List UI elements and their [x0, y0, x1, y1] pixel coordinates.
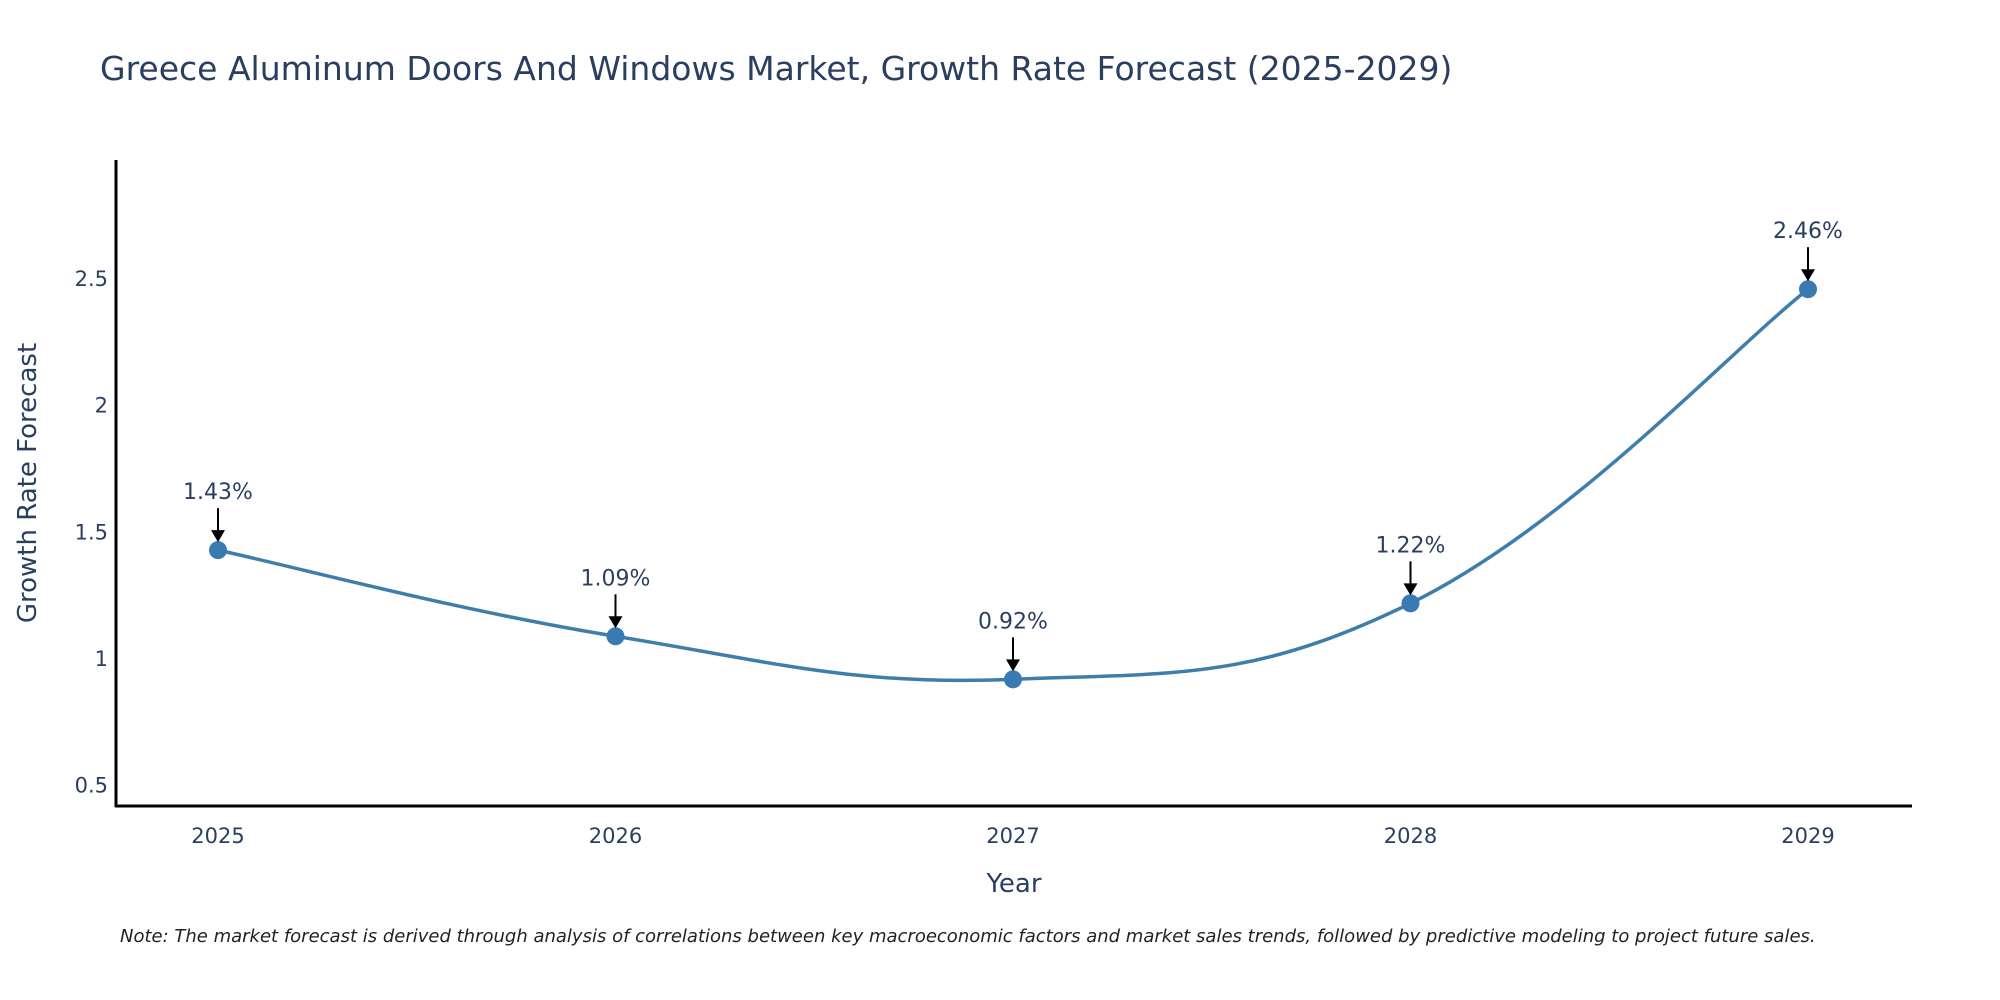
annotation-arrowhead [211, 530, 225, 543]
y-tick-label: 2.5 [75, 267, 108, 291]
data-label: 1.22% [1376, 533, 1446, 558]
data-label: 0.92% [978, 609, 1048, 634]
x-tick-label: 2026 [589, 824, 642, 848]
data-point[interactable] [209, 541, 227, 560]
plot-area: 0.5 1 1.5 2 2.5 2025 2026 2027 2028 2029 1.43% 1.09… [75, 160, 1912, 848]
data-point[interactable] [1799, 280, 1817, 299]
x-tick-label: 2028 [1384, 824, 1437, 848]
data-label: 1.09% [581, 566, 651, 591]
annotation-arrowhead [1801, 269, 1815, 282]
data-point[interactable] [1401, 594, 1420, 613]
y-tick-label: 1.5 [75, 520, 108, 544]
y-axis-title: Growth Rate Forecast [13, 343, 43, 623]
x-tick-label: 2029 [1781, 824, 1834, 848]
annotation-arrowhead [1403, 583, 1418, 596]
y-tick-label: 0.5 [75, 774, 108, 798]
y-tick-label: 2 [95, 394, 108, 418]
footnote: Note: The market forecast is derived thr… [120, 926, 1816, 947]
chart-title: Greece Aluminum Doors And Windows Market… [100, 49, 1452, 88]
x-axis-title: Year [985, 869, 1041, 899]
data-point[interactable] [1004, 670, 1022, 689]
x-tick-label: 2025 [191, 824, 244, 848]
data-label: 2.46% [1773, 219, 1843, 244]
y-tick-label: 1 [95, 647, 108, 671]
data-label: 1.43% [183, 480, 253, 505]
annotation-arrowhead [608, 616, 623, 629]
annotation-arrowhead [1006, 659, 1020, 672]
x-tick-label: 2027 [986, 824, 1039, 848]
data-point[interactable] [606, 627, 625, 646]
